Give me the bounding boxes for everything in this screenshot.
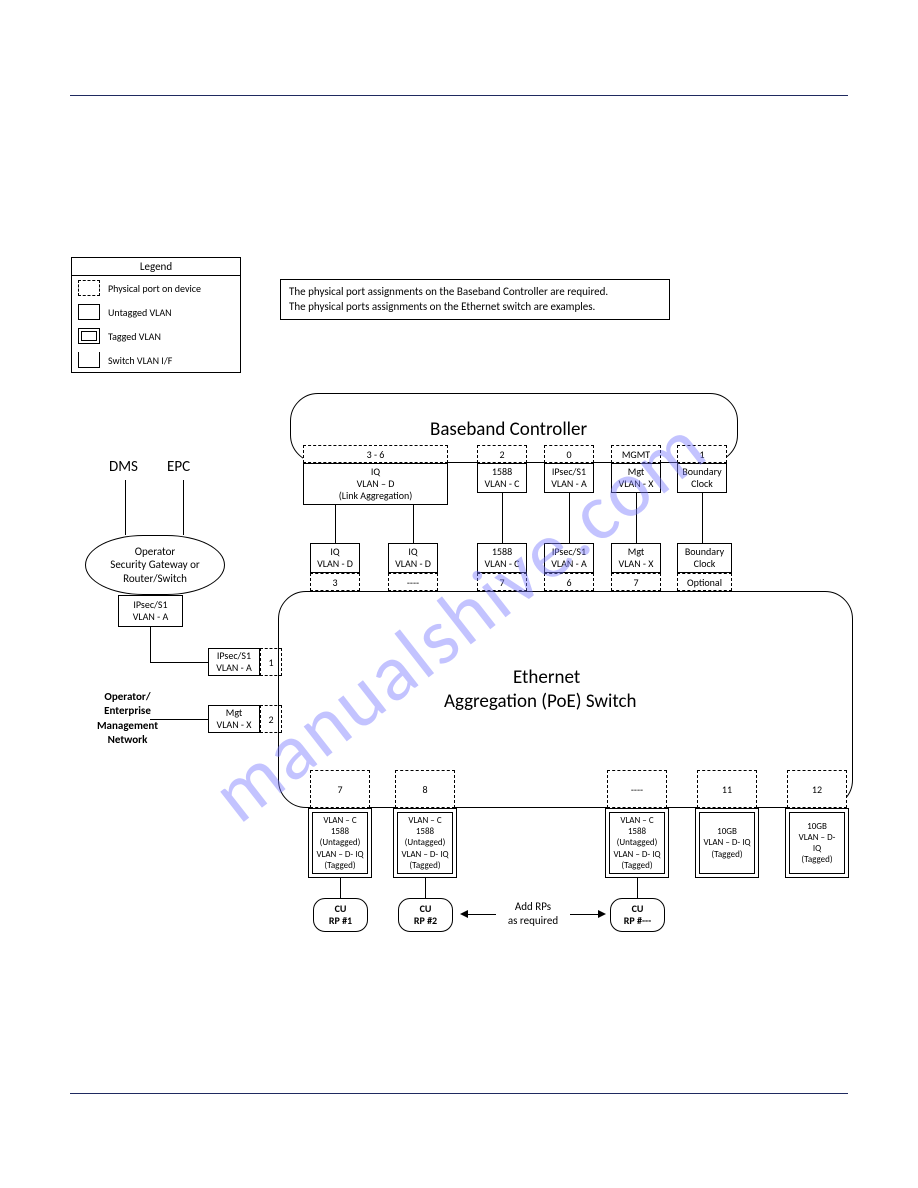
legend-row-untagged: Untagged VLAN	[72, 300, 240, 324]
cu-rpn: CU RP #---	[610, 898, 665, 932]
footer-rule	[70, 1093, 848, 1094]
op-sg-l2: Security Gateway or	[110, 558, 199, 571]
legend-label: Physical port on device	[108, 282, 201, 295]
switch-title1: Ethernet	[513, 666, 580, 689]
dms-label: DMS	[109, 458, 138, 476]
legend-swatch-vlanif	[78, 352, 100, 368]
line	[150, 662, 210, 663]
line	[150, 627, 151, 662]
legend-title: Legend	[72, 258, 240, 276]
operator-sg-oval: Operator Security Gateway or Router/Swit…	[85, 535, 225, 595]
add-rps-label: Add RPs as required	[498, 900, 568, 929]
cu-rp1: CU RP #1	[313, 898, 368, 932]
legend-swatch-tagged	[78, 328, 100, 344]
epc-label: EPC	[167, 458, 190, 476]
op-sg-ipsec: IPsec/S1 VLAN - A	[118, 595, 183, 627]
line	[569, 493, 570, 543]
legend-label: Tagged VLAN	[108, 330, 161, 343]
line	[413, 505, 414, 543]
line	[468, 914, 496, 915]
bot-tag-7: VLAN – C 1588 (Untagged) VLAN – D- IQ (T…	[308, 808, 372, 878]
sw-iq1: IQ VLAN - D	[310, 543, 360, 573]
line	[335, 505, 336, 543]
bb-mgt: Mgt VLAN - X	[611, 463, 661, 493]
header-rule	[70, 95, 848, 96]
sw-mgt: Mgt VLAN - X	[611, 543, 661, 573]
bot-port-12: 12	[787, 770, 847, 808]
legend-box: Legend Physical port on device Untagged …	[71, 257, 241, 373]
bot-port-11: 11	[697, 770, 757, 808]
legend-row-port: Physical port on device	[72, 276, 240, 300]
sw-iq2-port: ----	[388, 573, 438, 591]
baseband-title: Baseband Controller	[430, 418, 587, 441]
arrow-left-icon	[460, 910, 468, 918]
legend-label: Untagged VLAN	[108, 306, 172, 319]
bb-ipsec: IPsec/S1 VLAN - A	[544, 463, 594, 493]
bb-port-2: 2	[477, 445, 527, 463]
legend-swatch-dashed	[78, 280, 100, 296]
bb-1588: 1588 VLAN - C	[477, 463, 527, 493]
bb-iq: IQ VLAN – D (Link Aggregation)	[303, 463, 448, 505]
line	[702, 493, 703, 543]
note-box: The physical port assignments on the Bas…	[280, 279, 670, 320]
sw-iq1-port: 3	[310, 573, 360, 591]
bb-port-36: 3 - 6	[303, 445, 448, 463]
bb-bc: Boundary Clock	[677, 463, 727, 493]
bb-port-0: 0	[544, 445, 594, 463]
line	[340, 878, 341, 898]
note-line2: The physical ports assignments on the Et…	[289, 299, 661, 314]
side-ipsec: IPsec/S1 VLAN - A	[208, 648, 260, 676]
sw-1588-port: 7	[477, 573, 527, 591]
line	[636, 493, 637, 543]
note-line1: The physical port assignments on the Bas…	[289, 284, 661, 299]
line	[125, 480, 126, 535]
sw-iq2: IQ VLAN - D	[388, 543, 438, 573]
op-sg-l3: Router/Switch	[110, 572, 199, 585]
bot-tag-8: VLAN – C 1588 (Untagged) VLAN – D- IQ (T…	[393, 808, 457, 878]
bot-tag-dash: VLAN – C 1588 (Untagged) VLAN – D- IQ (T…	[605, 808, 669, 878]
op-mgmt-label: Operator/ Enterprise Management Network	[80, 690, 175, 747]
op-sg-l1: Operator	[110, 545, 199, 558]
sw-ipsec-port: 6	[544, 573, 594, 591]
line	[183, 480, 184, 535]
bb-port-mgmt: MGMT	[611, 445, 661, 463]
line	[502, 493, 503, 543]
sw-1588: 1588 VLAN - C	[477, 543, 527, 573]
sw-ipsec: IPsec/S1 VLAN - A	[544, 543, 594, 573]
bot-port-dash: ----	[607, 770, 667, 808]
bot-tag-11: 10GB VLAN – D- IQ (Tagged)	[695, 808, 759, 878]
legend-row-vlanif: Switch VLAN I/F	[72, 348, 240, 372]
bot-port-8: 8	[395, 770, 455, 808]
side-mgt: Mgt VLAN - X	[208, 705, 260, 733]
legend-label: Switch VLAN I/F	[108, 354, 172, 367]
sw-bc-port: Optional	[677, 573, 732, 591]
cu-rp2: CU RP #2	[398, 898, 453, 932]
sw-bc: Boundary Clock	[677, 543, 732, 573]
bot-tag-12: 10GB VLAN – D- IQ (Tagged)	[785, 808, 849, 878]
sw-mgt-port: 7	[611, 573, 661, 591]
line	[425, 878, 426, 898]
legend-swatch-solid	[78, 304, 100, 320]
bot-port-7: 7	[310, 770, 370, 808]
bb-port-1: 1	[677, 445, 727, 463]
arrow-right-icon	[598, 910, 606, 918]
line	[570, 914, 598, 915]
line	[637, 878, 638, 898]
legend-row-tagged: Tagged VLAN	[72, 324, 240, 348]
switch-title2: Aggregation (PoE) Switch	[444, 690, 637, 713]
